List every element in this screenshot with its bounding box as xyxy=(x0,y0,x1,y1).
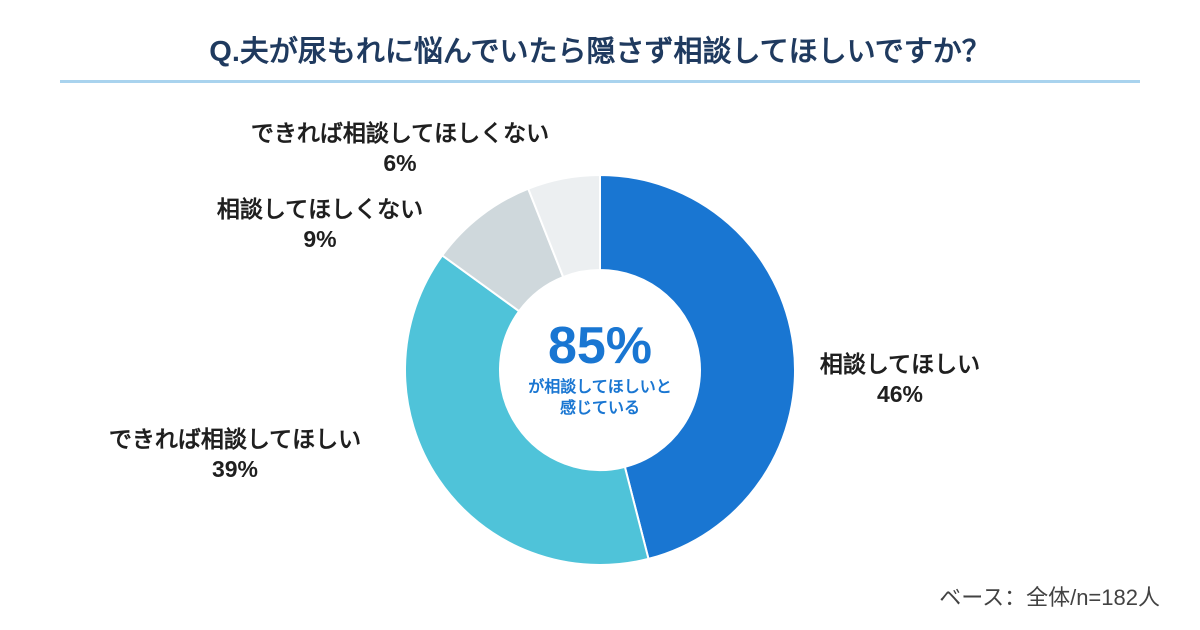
slice-label-2: 相談してほしくない 9% xyxy=(217,190,423,253)
slice-label-3: できれば相談してほしくない 6% xyxy=(251,114,549,177)
chart-footnote: ベース：全体/n=182人 xyxy=(939,580,1160,612)
title-underline xyxy=(60,80,1140,83)
donut-chart: 85% が相談してほしいと 感じている 相談してほしい 46% できれば相談して… xyxy=(0,100,1200,580)
slice-label-0: 相談してほしい 46% xyxy=(820,345,980,408)
center-percentage: 85% xyxy=(548,320,652,372)
chart-title: Q.夫が尿もれに悩んでいたら隠さず相談してほしいですか？ xyxy=(0,28,1200,70)
slice-label-1: できれば相談してほしい 39% xyxy=(109,420,361,483)
center-subtext: が相談してほしいと 感じている xyxy=(528,378,672,420)
donut-center-text: 85% が相談してほしいと 感じている xyxy=(500,270,700,470)
